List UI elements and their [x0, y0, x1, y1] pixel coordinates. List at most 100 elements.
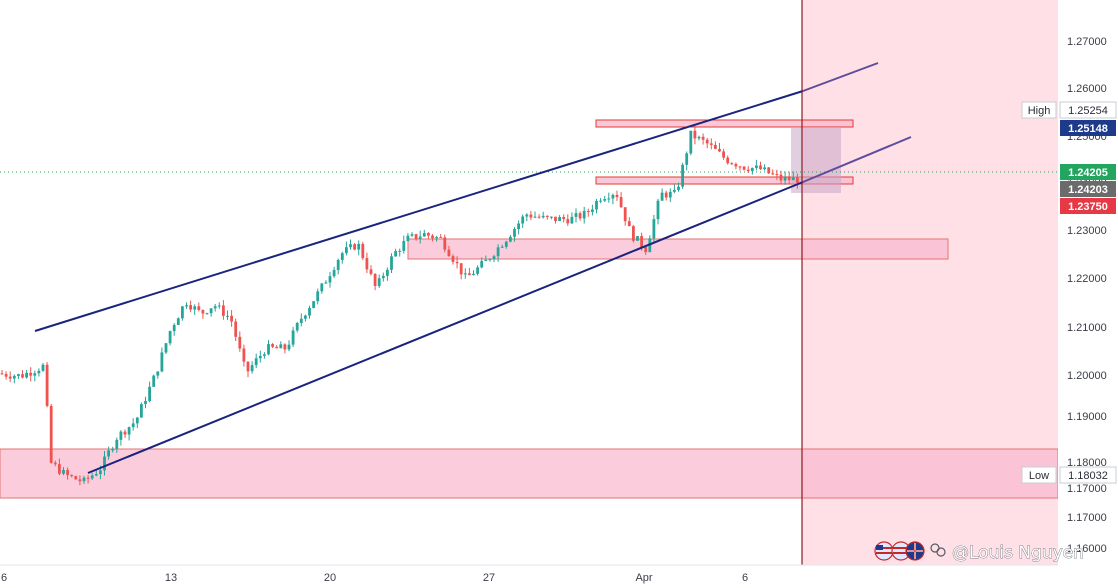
candle-body[interactable] — [41, 364, 45, 371]
candle-body[interactable] — [209, 308, 213, 314]
candle-body[interactable] — [172, 324, 176, 332]
candle-body[interactable] — [131, 423, 135, 428]
candle-body[interactable] — [21, 374, 24, 378]
candle-body[interactable] — [480, 260, 484, 268]
candle-body[interactable] — [619, 197, 623, 208]
candle-body[interactable] — [156, 371, 160, 376]
candle-body[interactable] — [677, 186, 680, 190]
upper-channel-line[interactable] — [34, 90, 804, 332]
projection-box[interactable] — [791, 127, 841, 193]
candle-body[interactable] — [554, 216, 557, 221]
candle-body[interactable] — [332, 269, 336, 277]
candle-body[interactable] — [349, 244, 352, 248]
candle-body[interactable] — [4, 374, 8, 377]
candle-body[interactable] — [714, 144, 717, 149]
candle-body[interactable] — [492, 256, 496, 260]
candle-body[interactable] — [394, 251, 397, 257]
candle-body[interactable] — [718, 148, 721, 152]
candle-body[interactable] — [796, 177, 799, 183]
candle-body[interactable] — [107, 450, 110, 457]
candle-body[interactable] — [37, 370, 41, 374]
candle-body[interactable] — [123, 431, 127, 435]
candle-body[interactable] — [722, 151, 725, 158]
candle-body[interactable] — [459, 263, 463, 275]
candle-body[interactable] — [652, 219, 656, 239]
candle-body[interactable] — [570, 216, 574, 224]
candle-body[interactable] — [144, 401, 147, 405]
candle-body[interactable] — [775, 173, 779, 175]
candle-body[interactable] — [230, 315, 233, 322]
candle-body[interactable] — [320, 283, 324, 292]
candle-body[interactable] — [275, 346, 279, 349]
candle-body[interactable] — [755, 165, 758, 168]
candle-body[interactable] — [213, 306, 217, 309]
candle-body[interactable] — [611, 194, 615, 199]
candle-body[interactable] — [500, 246, 504, 248]
candle-body[interactable] — [435, 237, 438, 239]
candle-body[interactable] — [521, 216, 525, 224]
candle-body[interactable] — [119, 431, 123, 440]
candle-body[interactable] — [599, 200, 602, 202]
candle-body[interactable] — [476, 267, 479, 274]
candle-body[interactable] — [99, 470, 102, 475]
candle-body[interactable] — [640, 236, 643, 248]
candle-body[interactable] — [234, 321, 238, 337]
candle-body[interactable] — [185, 305, 188, 307]
candle-body[interactable] — [45, 364, 49, 406]
candle-body[interactable] — [164, 343, 168, 353]
candle-body[interactable] — [381, 275, 385, 279]
candle-body[interactable] — [304, 315, 307, 319]
candle-body[interactable] — [17, 374, 20, 376]
candle-body[interactable] — [566, 219, 570, 224]
candle-body[interactable] — [468, 273, 471, 276]
candle-body[interactable] — [656, 200, 660, 220]
candle-body[interactable] — [558, 217, 561, 221]
candle-body[interactable] — [632, 226, 635, 241]
candle-body[interactable] — [414, 234, 418, 239]
candle-body[interactable] — [451, 256, 455, 262]
candle-body[interactable] — [267, 344, 270, 355]
candle-body[interactable] — [140, 404, 143, 418]
candle-body[interactable] — [578, 213, 582, 219]
candle-body[interactable] — [447, 249, 451, 257]
candle-body[interactable] — [705, 139, 709, 144]
candle-body[interactable] — [148, 386, 151, 402]
candle-body[interactable] — [361, 243, 365, 259]
candle-body[interactable] — [316, 291, 320, 302]
candle-body[interactable] — [787, 176, 791, 181]
lower-channel-extension[interactable] — [802, 136, 912, 183]
candle-body[interactable] — [668, 191, 672, 198]
middle-support-zone[interactable] — [407, 238, 949, 260]
candle-body[interactable] — [66, 469, 69, 476]
candle-body[interactable] — [287, 344, 291, 350]
candle-body[interactable] — [418, 236, 422, 239]
candle-body[interactable] — [517, 223, 520, 230]
candle-body[interactable] — [103, 456, 106, 471]
candle-body[interactable] — [390, 256, 393, 270]
candle-body[interactable] — [763, 167, 766, 170]
candle-body[interactable] — [734, 164, 738, 167]
candle-body[interactable] — [312, 301, 315, 308]
candle-body[interactable] — [197, 306, 201, 310]
candle-body[interactable] — [82, 477, 86, 482]
candle-body[interactable] — [681, 164, 684, 187]
upper-resistance-zone[interactable] — [595, 119, 854, 128]
candle-body[interactable] — [427, 233, 430, 236]
candle-body[interactable] — [574, 213, 578, 217]
candle-body[interactable] — [246, 361, 250, 372]
candle-body[interactable] — [455, 261, 459, 264]
candle-body[interactable] — [299, 318, 303, 323]
candle-body[interactable] — [742, 166, 746, 170]
candle-body[interactable] — [431, 235, 434, 239]
time-axis[interactable] — [0, 565, 1058, 588]
candle-body[interactable] — [603, 199, 607, 201]
candle-body[interactable] — [258, 355, 262, 359]
candle-body[interactable] — [439, 237, 443, 239]
candle-body[interactable] — [398, 250, 402, 252]
candle-body[interactable] — [402, 241, 406, 251]
candle-body[interactable] — [189, 305, 192, 310]
candle-body[interactable] — [406, 235, 410, 242]
candle-body[interactable] — [529, 214, 533, 218]
candle-body[interactable] — [779, 174, 783, 181]
